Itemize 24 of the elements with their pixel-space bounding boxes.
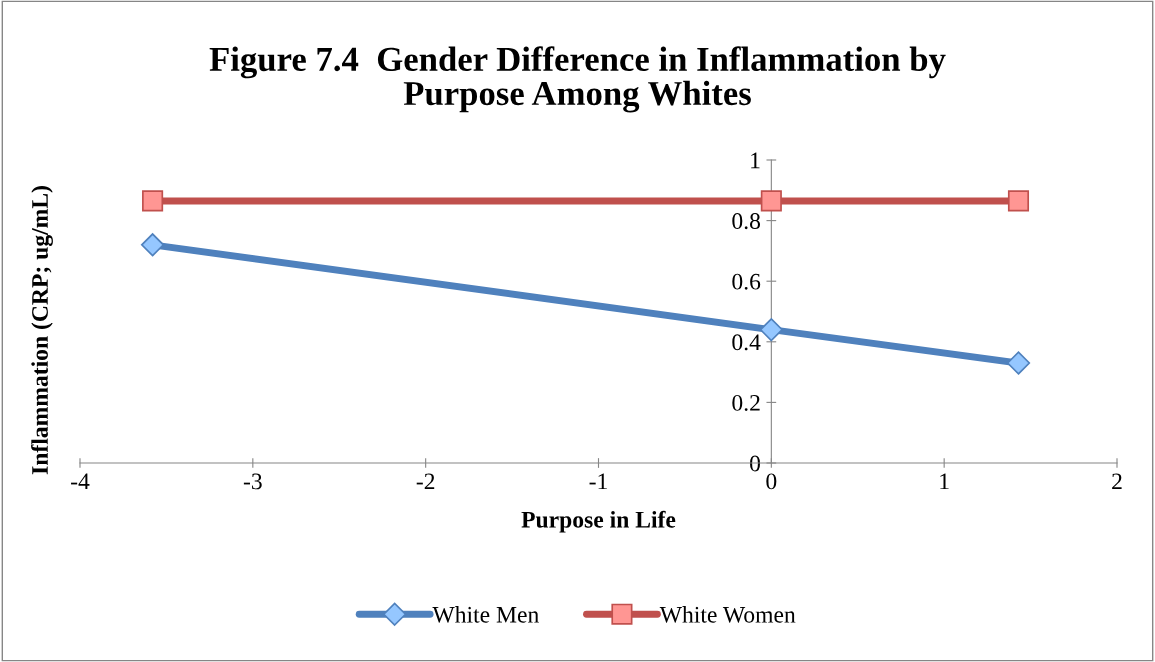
chart-title: Figure 7.4 Gender Difference in Inflammation by Purpose Among Whites <box>209 46 946 113</box>
point <box>142 190 164 212</box>
legend-label: White Men <box>432 606 539 623</box>
y-tick-label: 0.2 <box>732 394 760 411</box>
x-tick-label: 2 <box>1112 473 1122 490</box>
x-axis-title: Purpose in Life <box>521 510 676 533</box>
point <box>759 318 783 342</box>
legend-label: White Women <box>659 606 796 623</box>
y-tick-label: 0.6 <box>732 273 761 290</box>
x-tick-label: -4 <box>71 473 90 490</box>
x-tick-label: -2 <box>416 473 435 490</box>
point <box>1006 351 1031 375</box>
y-tick-label: 0.4 <box>732 334 761 351</box>
point <box>140 233 165 257</box>
x-tick-label: 1 <box>940 473 949 490</box>
point <box>1007 190 1030 212</box>
y-tick-label: 0.8 <box>732 213 761 230</box>
x-tick-label: -3 <box>243 473 262 490</box>
x-tick-label: 0 <box>766 473 777 490</box>
y-tick-label: 1 <box>751 152 760 169</box>
point <box>760 190 782 212</box>
y-axis-title: Inflammation (CRP; ug/mL) <box>31 186 53 475</box>
x-tick-label: -1 <box>589 473 607 490</box>
y-tick-label: 0 <box>750 455 761 472</box>
